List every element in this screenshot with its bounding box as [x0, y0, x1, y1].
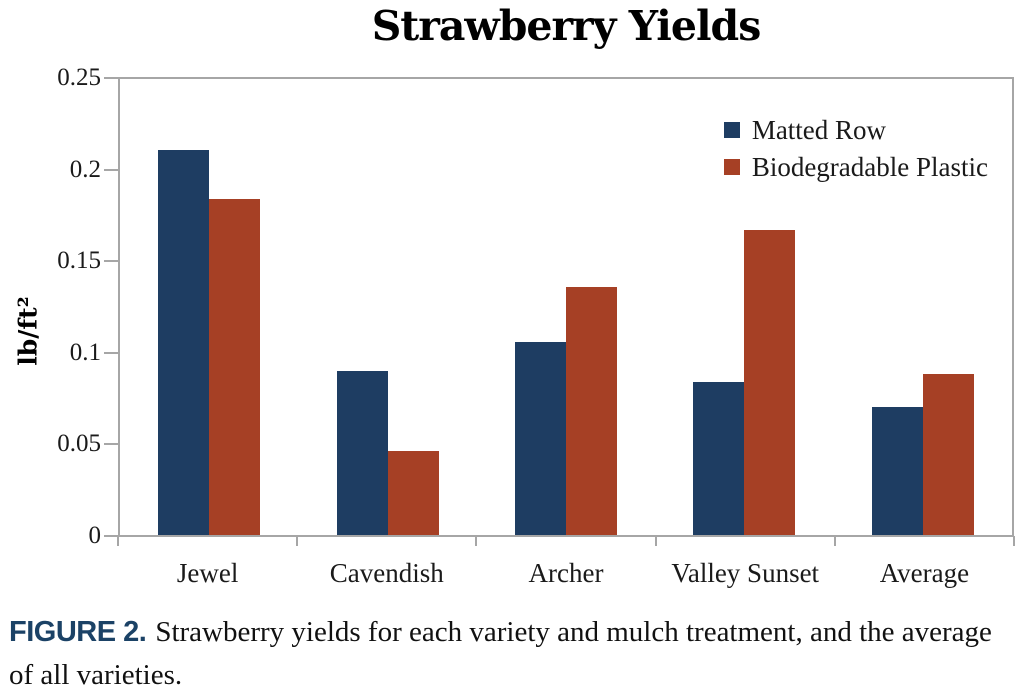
y-tick-mark [104, 77, 118, 79]
x-tick-mark [1013, 536, 1015, 546]
legend: Matted Row Biodegradable Plastic [723, 115, 988, 182]
bar-matted-row-valley-sunset [693, 382, 745, 535]
y-tick-mark [104, 443, 118, 446]
bar-biodegradable-plastic-jewel [209, 199, 261, 535]
category-group-valley-sunset [655, 79, 833, 535]
category-group-cavendish [298, 79, 476, 535]
x-category-label-jewel: Jewel [176, 558, 239, 588]
x-category-label-archer: Archer [528, 558, 604, 588]
y-tick-label: 0.05 [57, 430, 101, 458]
y-tick-mark [104, 168, 118, 171]
y-tick-label: 0.25 [57, 64, 101, 91]
y-tick-label: 0.2 [69, 155, 101, 183]
y-tick-mark [104, 535, 118, 537]
plot-area: Matted Row Biodegradable Plastic [118, 77, 1014, 537]
bars-container [120, 79, 1012, 535]
bar-matted-row-average [871, 407, 923, 535]
y-tick-label: 0.15 [57, 247, 101, 275]
bar-biodegradable-plastic-cavendish [387, 451, 439, 535]
bar-matted-row-archer [515, 342, 567, 535]
x-tick-mark [654, 536, 657, 546]
bar-biodegradable-plastic-archer [566, 287, 618, 535]
caption-label: FIGURE 2. [9, 616, 147, 648]
legend-swatch-matted-row-icon [723, 122, 740, 138]
category-group-average [834, 79, 1012, 535]
legend-swatch-biodegradable-plastic-icon [723, 159, 740, 175]
bar-matted-row-cavendish [336, 371, 388, 535]
y-tick-mark [104, 260, 118, 263]
bar-biodegradable-plastic-average [922, 374, 974, 535]
legend-label-biodegradable-plastic: Biodegradable Plastic [751, 152, 988, 182]
y-tick-label: 0 [88, 522, 102, 549]
x-category-label-cavendish: Cavendish [329, 558, 444, 588]
x-tick-mark [296, 536, 299, 546]
y-tick-mark [104, 351, 118, 354]
x-category-label-valley-sunset: Valley Sunset [671, 558, 820, 588]
x-tick-mark [117, 536, 119, 546]
x-axis-labels: Jewel Cavendish Archer Valley Sunset Average [118, 557, 1014, 589]
legend-label-matted-row: Matted Row [751, 115, 887, 145]
legend-item-matted-row: Matted Row [723, 115, 887, 145]
category-group-jewel [120, 79, 298, 535]
caption-text: Strawberry yields for each variety and m… [9, 616, 992, 691]
y-tick-label: 0.1 [69, 338, 101, 366]
legend-item-biodegradable-plastic: Biodegradable Plastic [723, 152, 988, 182]
figure-caption: FIGURE 2. Strawberry yields for each vari… [9, 611, 1017, 697]
x-tick-mark [475, 536, 478, 546]
bar-biodegradable-plastic-valley-sunset [744, 230, 796, 535]
chart-title: Strawberry Yields [371, 2, 762, 50]
bar-matted-row-jewel [158, 150, 210, 535]
x-category-label-average: Average [879, 558, 970, 588]
category-group-archer [477, 79, 655, 535]
x-tick-mark [833, 536, 836, 546]
